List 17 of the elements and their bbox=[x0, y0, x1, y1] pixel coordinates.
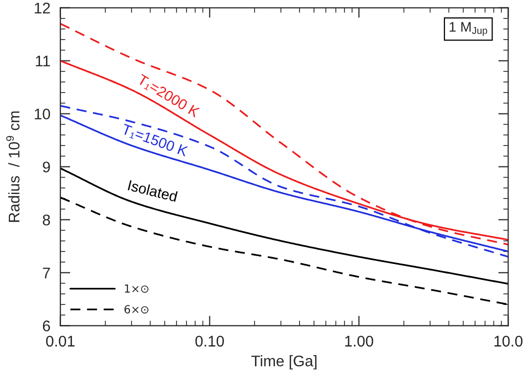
y-tick-label: 7 bbox=[42, 268, 50, 278]
x-tick-label: 10.0 bbox=[494, 336, 522, 347]
x-axis-title: Time [Ga] bbox=[251, 355, 316, 370]
y-tick-label: 10 bbox=[34, 108, 50, 120]
x-tick-label: 0.01 bbox=[46, 336, 74, 347]
y-tick-label: 12 bbox=[34, 2, 50, 14]
x-tick-label: 1.00 bbox=[345, 336, 374, 347]
annotation: Isolated bbox=[128, 180, 178, 202]
y-axis-title: Radius / 10$^{9}$ cm bbox=[6, 111, 20, 222]
legend-label: 1×⊙ bbox=[124, 284, 148, 293]
x-tick-label: 0.10 bbox=[195, 336, 224, 347]
annotation: 1 M$_{Jup}$ bbox=[450, 22, 488, 36]
legend-label: 6×⊙ bbox=[124, 305, 148, 314]
y-tick-label: 8 bbox=[42, 214, 50, 226]
y-tick-label: 6 bbox=[42, 320, 50, 332]
y-tick-label: 11 bbox=[36, 56, 50, 66]
y-tick-label: 9 bbox=[42, 162, 50, 172]
